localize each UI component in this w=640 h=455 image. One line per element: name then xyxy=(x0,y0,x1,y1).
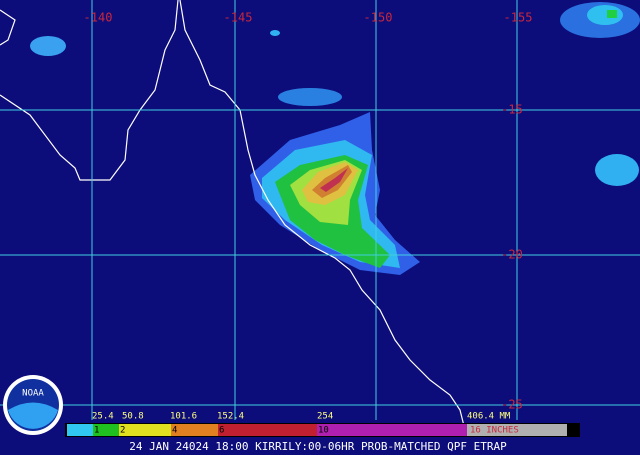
lon-label: -145 xyxy=(224,11,253,25)
graticule xyxy=(0,0,640,420)
legend-mm-label: 152.4 xyxy=(217,412,244,422)
lon-label: -150 xyxy=(364,11,393,25)
coastline xyxy=(0,0,466,431)
legend-mm-label: 25.4 xyxy=(92,412,114,422)
footer: 24 JAN 24024 18:00 KIRRILY:00-06HR PROB-… xyxy=(129,440,507,453)
lat-label: -25 xyxy=(501,398,523,412)
lon-label: -155 xyxy=(504,11,533,25)
legend-mm-label: 50.8 xyxy=(122,412,144,422)
lon-label: -140 xyxy=(84,11,113,25)
legend-inch-label: 2 xyxy=(120,426,125,436)
noaa-logo: NOAA xyxy=(3,375,63,435)
legend-inch-label: 6 xyxy=(219,426,224,436)
legend-inch-label: 16 INCHES xyxy=(470,426,519,436)
lat-label: -20 xyxy=(501,248,523,262)
logo-text: NOAA xyxy=(22,389,44,399)
legend-mm-label: 406.4 MM xyxy=(467,412,511,422)
legend-mm-label: 254 xyxy=(317,412,333,422)
legend-inch-label: 4 xyxy=(172,426,177,436)
legend-inch-label: 1 xyxy=(94,426,99,436)
precip xyxy=(30,2,640,275)
lat-label: -15 xyxy=(501,103,523,117)
color-bar xyxy=(65,423,580,437)
legend-mm-label: 101.6 xyxy=(170,412,197,422)
legend-inch-label: 10 xyxy=(318,426,329,436)
